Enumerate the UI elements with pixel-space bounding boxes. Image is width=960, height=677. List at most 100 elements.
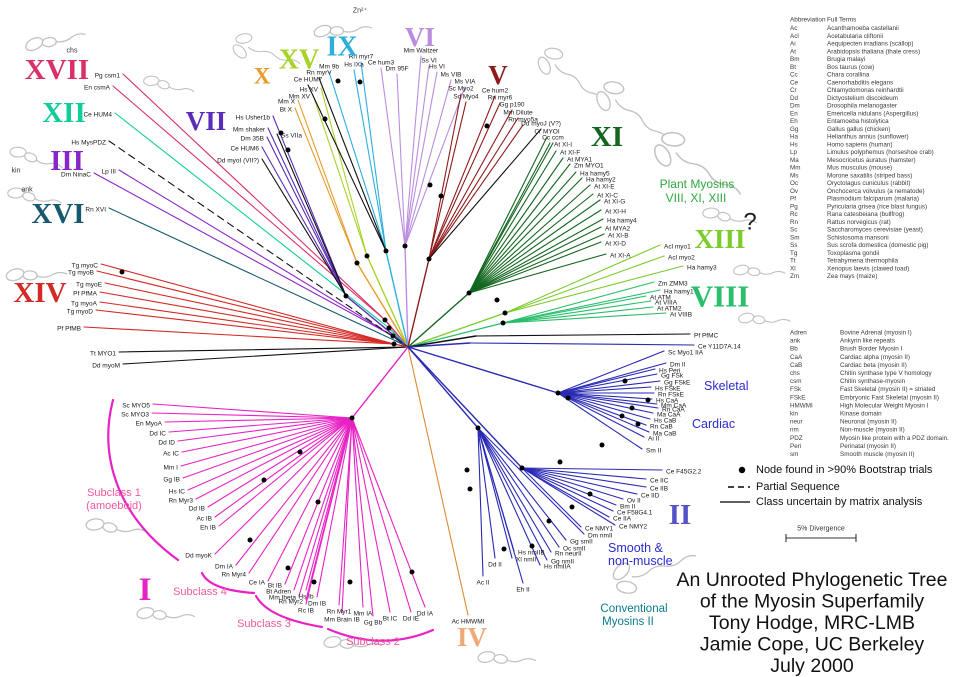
bootstrap-node-dot: [555, 390, 561, 396]
annotation-label: ?: [743, 209, 756, 236]
subclass-brace: [326, 627, 435, 642]
abbrev-cell-value: Aequipecten irradians (scallop): [827, 41, 913, 48]
term-cell-key: csm: [790, 378, 802, 385]
abbrev-cell-key: At: [790, 48, 796, 55]
annotation-label: non-muscle: [608, 554, 673, 568]
tip-label: Zm ZMM3: [658, 281, 688, 288]
tip-label: Lp III: [102, 169, 117, 176]
abbrev-cell-value: Chlamydomonas reinhardtii: [827, 87, 904, 94]
tip-label: Tg myoA: [71, 301, 98, 308]
tip-label: Ha hamy3: [687, 265, 717, 272]
abbrev-cell-value: Toxoplasma gondii: [827, 250, 879, 257]
abbrev-cell-key: Cc: [790, 72, 798, 79]
tip-label: Dm 95F: [385, 66, 408, 73]
branch-line: [396, 73, 406, 247]
class-numeral: XVI: [31, 198, 84, 230]
branch-line: [502, 312, 667, 324]
annotation-label: Myosins II: [602, 616, 654, 628]
abbrev-cell-value: Tetrahymena thermophila: [827, 258, 899, 265]
term-cell-key: CaB: [790, 362, 802, 369]
tip-label: Ac IC: [163, 451, 179, 458]
bootstrap-node-dot: [569, 504, 575, 510]
branch-line: [248, 417, 353, 574]
abbrev-cell-key: Ma: [790, 157, 799, 164]
bootstrap-node-dot: [529, 543, 535, 549]
abbrev-cell-value: Homo sapiens (human): [827, 141, 892, 148]
tip-label: En MyoA: [136, 421, 163, 428]
branch-line: [504, 255, 665, 314]
tip-label: Gg FSk: [661, 373, 684, 380]
trunk-line: [351, 346, 409, 419]
bootstrap-node-dot: [297, 449, 303, 455]
term-cell-key: kin: [790, 411, 799, 418]
branch-line: [214, 417, 353, 555]
abbrev-cell-key: Dm: [790, 103, 800, 110]
branch-line: [261, 146, 347, 297]
branch-line: [118, 169, 394, 337]
tip-label: Hs Ib: [298, 594, 314, 601]
branch-line: [99, 301, 395, 345]
title-line: Tony Hodge, MRC-LMB: [709, 612, 915, 634]
annotation-label: VIII, XI, XIII: [666, 191, 727, 205]
tip-label: Rn Myr2: [278, 599, 303, 606]
bootstrap-node-dot: [391, 341, 397, 347]
branch-line: [521, 467, 616, 526]
term-cell-value: Kinase domain: [840, 411, 882, 418]
branch-line: [477, 427, 513, 559]
branch-line: [557, 392, 659, 409]
term-cell-key: Peri: [790, 443, 801, 450]
tip-label: Rn myr6: [488, 95, 513, 102]
abbrev-cell-key: Bm: [790, 56, 799, 63]
title-line: of the Myosin Superfamily: [700, 591, 925, 613]
subclass-brace: [254, 594, 324, 629]
branch-line: [328, 71, 387, 252]
trunk-line: [407, 312, 506, 348]
tip-label: At ATM: [650, 295, 671, 302]
tip-label: Gg Bb: [364, 620, 383, 627]
bootstrap-node-dot: [466, 290, 472, 296]
bootstrap-node-dot: [587, 491, 593, 497]
annotation-label: Subclass 4: [173, 586, 227, 598]
term-cell-key: chs: [790, 370, 800, 377]
class-numeral: X: [254, 64, 271, 89]
tip-label: Mm XV: [289, 94, 311, 101]
branch-line: [404, 79, 452, 247]
branch-line: [428, 117, 519, 260]
branch-line: [95, 309, 395, 345]
tip-label: Dd IE: [403, 616, 420, 623]
tip-label: Hs XV: [300, 87, 319, 94]
tip-label: Dm II: [670, 362, 686, 369]
branch-line: [428, 124, 524, 260]
bootstrap-node-dot: [645, 397, 651, 403]
tip-label: Mm Ibeta: [269, 595, 296, 602]
tip-label: Acl myo2: [668, 255, 695, 262]
tip-label: Ce HUM6: [230, 146, 259, 153]
trunk-line: [345, 295, 409, 348]
branch-line: [93, 172, 394, 337]
trunk-line: [407, 335, 477, 348]
tip-label: Ce hum2: [482, 88, 509, 95]
term-cell-key: Bb: [790, 346, 798, 353]
legend-layer: Node found in >90% Bootstrap trials Parti…: [720, 464, 933, 542]
branch-line: [428, 102, 501, 260]
tip-label: At VIIIB: [670, 312, 692, 319]
bootstrap-node-dot: [464, 467, 470, 473]
branch-line: [468, 253, 607, 294]
branch-line: [316, 417, 353, 598]
legend-item-label: Node found in >90% Bootstrap trials: [756, 464, 933, 476]
abbrev-cell-key: Rn: [790, 219, 799, 226]
tip-label: Sm II: [646, 448, 661, 455]
abbrev-cell-value: Gallus gallus (chicken): [827, 126, 890, 133]
branch-line: [468, 136, 548, 294]
branch-line: [341, 417, 353, 614]
legend-item-label: Class uncertain by matrix analysis: [756, 496, 923, 508]
tip-label: Gg FSkE: [664, 380, 691, 387]
branch-line: [100, 263, 395, 345]
branch-line: [428, 101, 467, 260]
tip-label: Rn neurII: [555, 551, 582, 558]
term-cell-key: nm: [790, 427, 799, 434]
abbrev-cell-value: Oryctolagus cuniculus (rabbit): [827, 180, 910, 187]
branch-line: [305, 417, 353, 605]
abbrev-header: Full Terms: [827, 17, 856, 24]
